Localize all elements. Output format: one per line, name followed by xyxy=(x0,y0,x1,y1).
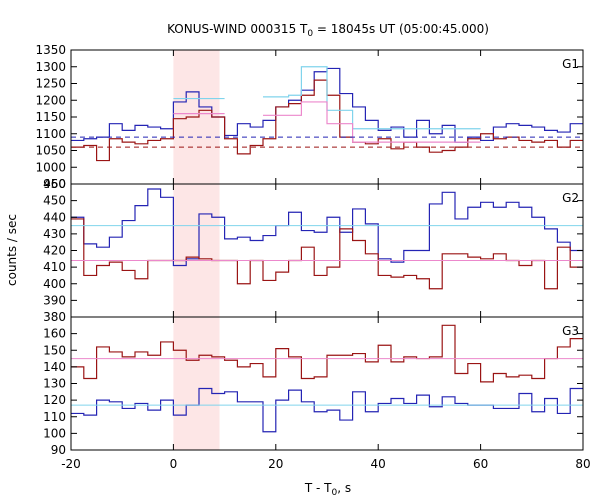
y-tick-label: 150 xyxy=(43,343,66,357)
shaded-interval xyxy=(173,50,220,450)
y-tick-label: 1300 xyxy=(35,60,66,74)
panel-frame xyxy=(70,316,584,451)
y-tick-label: 1100 xyxy=(35,127,66,141)
y-tick-label: 1050 xyxy=(35,144,66,158)
x-tick-label: 80 xyxy=(575,457,590,471)
chart-title: KONUS-WIND 000315 T0 = 18045s UT (05:00:… xyxy=(167,22,489,39)
panel-g2-series-0 xyxy=(71,188,583,267)
y-tick-label: 160 xyxy=(43,327,66,341)
y-tick-label: 1150 xyxy=(35,110,66,124)
y-tick-label: 1200 xyxy=(35,93,66,107)
y-axis-label: counts / sec xyxy=(5,214,19,286)
y-tick-label: 380 xyxy=(43,310,66,324)
x-tick-label: 0 xyxy=(170,457,178,471)
y-tick-label: 400 xyxy=(43,277,66,291)
panel-g3: 90 100 110 120 130 140 150 160 G3 xyxy=(43,316,584,457)
y-tick-label: 130 xyxy=(43,377,66,391)
panel-g1-series-2 xyxy=(173,66,481,130)
y-tick-label: 460 xyxy=(43,177,66,191)
y-tick-label: 1250 xyxy=(35,77,66,91)
panel-g1: 950 1000 1050 1100 1150 1200 1250 1300 1350 G1 xyxy=(35,43,584,191)
x-tick-label: 60 xyxy=(473,457,488,471)
y-tick-label: 100 xyxy=(43,426,66,440)
y-tick-label: 430 xyxy=(43,227,66,241)
x-axis-label: T - T0, s xyxy=(304,481,351,498)
x-tick-label: -20 xyxy=(61,457,81,471)
y-tick-label: 140 xyxy=(43,360,66,374)
y-tick-label: 390 xyxy=(43,293,66,307)
y-tick-label: 450 xyxy=(43,194,66,208)
y-tick-label: 1350 xyxy=(35,43,66,57)
y-tick-label: 420 xyxy=(43,244,66,258)
y-tick-label: 410 xyxy=(43,260,66,274)
y-tick-label: 120 xyxy=(43,393,66,407)
panel-g2: 380 390 400 410 420 430 440 450 460 G2 xyxy=(43,177,584,324)
y-tick-label: 110 xyxy=(43,410,66,424)
x-tick-label: 40 xyxy=(371,457,386,471)
panel-label: G1 xyxy=(562,57,579,71)
y-tick-label: 440 xyxy=(43,210,66,224)
x-tick-label: 20 xyxy=(268,457,283,471)
y-tick-label: 950 xyxy=(43,177,66,191)
panel-g1-series-3 xyxy=(173,101,481,143)
panel-g3-series-0 xyxy=(71,387,583,433)
panel-label: G2 xyxy=(562,191,579,205)
y-tick-label: 90 xyxy=(51,443,66,457)
panel-label: G3 xyxy=(562,324,579,338)
y-tick-label: 1000 xyxy=(35,160,66,174)
plot-layer: 95010001050110011501200125013001350G1380… xyxy=(35,43,590,471)
panel-g3-series-1 xyxy=(71,324,583,383)
